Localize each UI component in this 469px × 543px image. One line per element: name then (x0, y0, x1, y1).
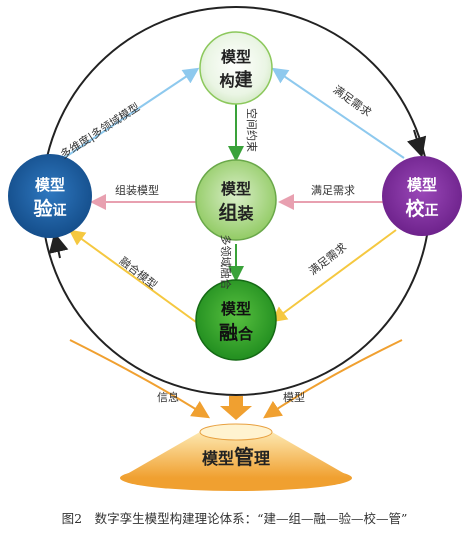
node-verification (8, 154, 92, 238)
node-fusion-line1: 模型 (221, 300, 251, 318)
node-verification-line2: 验证 (33, 197, 66, 220)
node-assembly (195, 159, 277, 241)
label-need-mid: 满足需求 (311, 184, 355, 197)
node-assembly-line1: 模型 (221, 180, 251, 198)
node-fusion-line2: 融合 (219, 322, 254, 344)
node-management: 模型管理 (202, 445, 270, 469)
arrow-model-to-management (263, 339, 403, 419)
node-calibration (382, 156, 462, 236)
label-need-top: 满足需求 (330, 83, 373, 119)
label-fusion-model: 融合模型 (117, 254, 160, 292)
node-construction-line2: 构建 (219, 69, 252, 91)
arrow-fusion-to-verify (68, 229, 197, 323)
node-verification-line1: 模型 (35, 176, 65, 194)
management-cone (120, 432, 352, 478)
node-assembly-line2: 组装 (218, 201, 253, 224)
label-need-bottom: 满足需求 (307, 241, 350, 278)
label-multi-dim: 多维度|多领域模型 (58, 100, 143, 162)
node-construction (199, 31, 273, 105)
arrow-verify-to-construct (63, 67, 200, 159)
arrow-calibrate-to-construct (271, 67, 405, 159)
cycle-arrow-right (406, 129, 427, 158)
label-multi-domain-fusion: 多领域融合 (219, 235, 233, 290)
node-construction-line1: 模型 (221, 48, 251, 66)
label-space-constraint: 空间约束 (245, 108, 259, 152)
label-assemble-model: 组装模型 (115, 183, 159, 197)
management-top (199, 423, 273, 441)
node-calibration-line2: 校正 (405, 197, 438, 220)
arrow-calibrate-to-fusion (270, 229, 397, 323)
figure-caption: 图2 数字孪生模型构建理论体系：“建—组—融—验—校—管” (61, 511, 408, 526)
label-info: 信息 (157, 390, 179, 404)
arrow-info-to-management (69, 339, 211, 419)
node-calibration-line1: 模型 (407, 176, 437, 194)
down-block-arrow (220, 396, 252, 420)
cycle-arrow-left (48, 232, 69, 259)
node-fusion (195, 279, 277, 361)
label-model: 模型 (283, 390, 305, 404)
